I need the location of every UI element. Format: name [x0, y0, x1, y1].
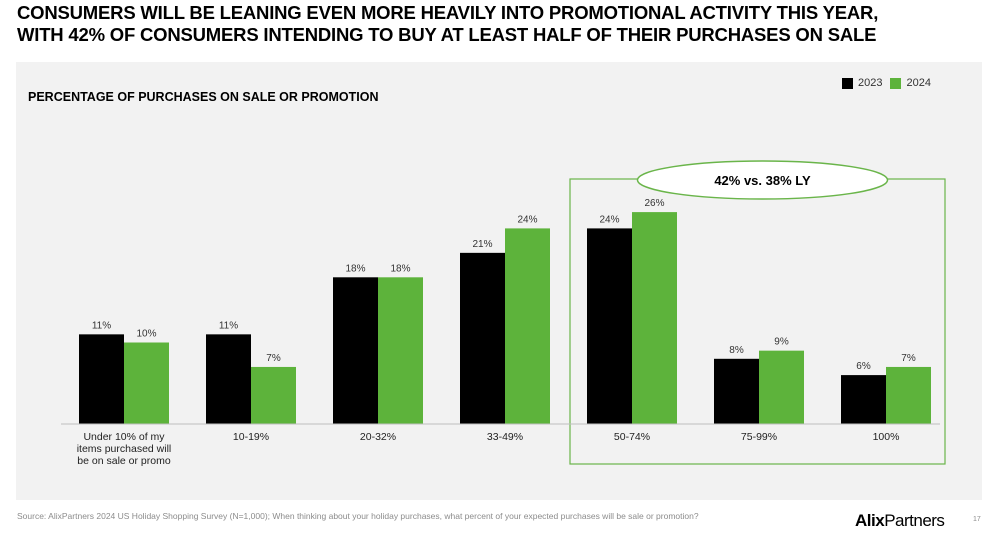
category-label-0-1: items purchased will [77, 443, 172, 455]
value-label-2023-3: 21% [472, 239, 492, 250]
legend-swatch-2024 [890, 77, 902, 89]
brand-light: Partners [884, 511, 945, 530]
category-label-3-0: 33-49% [487, 431, 523, 443]
value-label-2023-1: 11% [219, 320, 238, 331]
alixpartners-logo: AlixPartners [855, 511, 945, 531]
bar-2023-0 [79, 334, 124, 424]
bar-2024-1 [251, 366, 296, 424]
legend-item-2024: 2024 [890, 77, 931, 89]
legend-label-2024: 2024 [906, 77, 931, 89]
bar-2024-4 [632, 212, 677, 424]
category-label-2-0: 20-32% [360, 431, 396, 443]
category-label-4-0: 50-74% [614, 431, 650, 443]
bar-2023-2 [333, 277, 378, 424]
chart-legend: 2023 2024 [842, 77, 939, 89]
category-label-6-0: 100% [873, 431, 900, 443]
value-label-2023-6: 6% [856, 361, 871, 372]
bar-2024-0 [124, 342, 169, 424]
annotation-text: 42% vs. 38% LY [714, 173, 811, 188]
bar-2023-6 [841, 375, 886, 424]
bar-2024-5 [759, 350, 804, 424]
category-label-5-0: 75-99% [741, 431, 777, 443]
value-label-2024-4: 26% [644, 198, 664, 209]
category-label-0-2: be on sale or promo [77, 455, 171, 467]
headline-line-1: CONSUMERS WILL BE LEANING EVEN MORE HEAV… [17, 2, 879, 23]
annotation-ellipse [636, 160, 889, 200]
chart-title: PERCENTAGE OF PURCHASES ON SALE OR PROMO… [28, 90, 379, 104]
legend-swatch-2023 [842, 77, 853, 89]
value-label-2023-2: 18% [345, 263, 365, 274]
value-label-2023-5: 8% [729, 345, 744, 356]
brand-bold: Alix [855, 511, 885, 530]
bar-2023-3 [460, 252, 505, 424]
value-label-2024-1: 7% [266, 353, 281, 364]
bar-2024-6 [886, 366, 931, 424]
legend-item-2023: 2023 [842, 77, 882, 89]
value-label-2024-2: 18% [390, 263, 410, 274]
value-label-2024-0: 10% [136, 329, 156, 340]
value-label-2024-6: 7% [901, 353, 916, 364]
category-label-1-0: 10-19% [233, 431, 269, 443]
value-label-2023-4: 24% [599, 214, 619, 225]
bar-2023-4 [587, 228, 632, 424]
value-label-2024-5: 9% [774, 337, 789, 348]
bar-2023-5 [714, 358, 759, 424]
value-label-2024-3: 24% [517, 214, 537, 225]
value-label-2023-0: 11% [92, 320, 111, 331]
bar-2023-1 [206, 334, 251, 424]
bar-2024-3 [505, 228, 550, 424]
source-note: Source: AlixPartners 2024 US Holiday Sho… [17, 511, 699, 521]
category-label-0-0: Under 10% of my [83, 431, 165, 443]
page-number: 17 [973, 516, 981, 523]
headline: CONSUMERS WILL BE LEANING EVEN MORE HEAV… [17, 2, 987, 46]
bar-2024-2 [378, 277, 423, 424]
headline-line-2: WITH 42% OF CONSUMERS INTENDING TO BUY A… [17, 24, 877, 45]
legend-label-2023: 2023 [858, 77, 883, 89]
